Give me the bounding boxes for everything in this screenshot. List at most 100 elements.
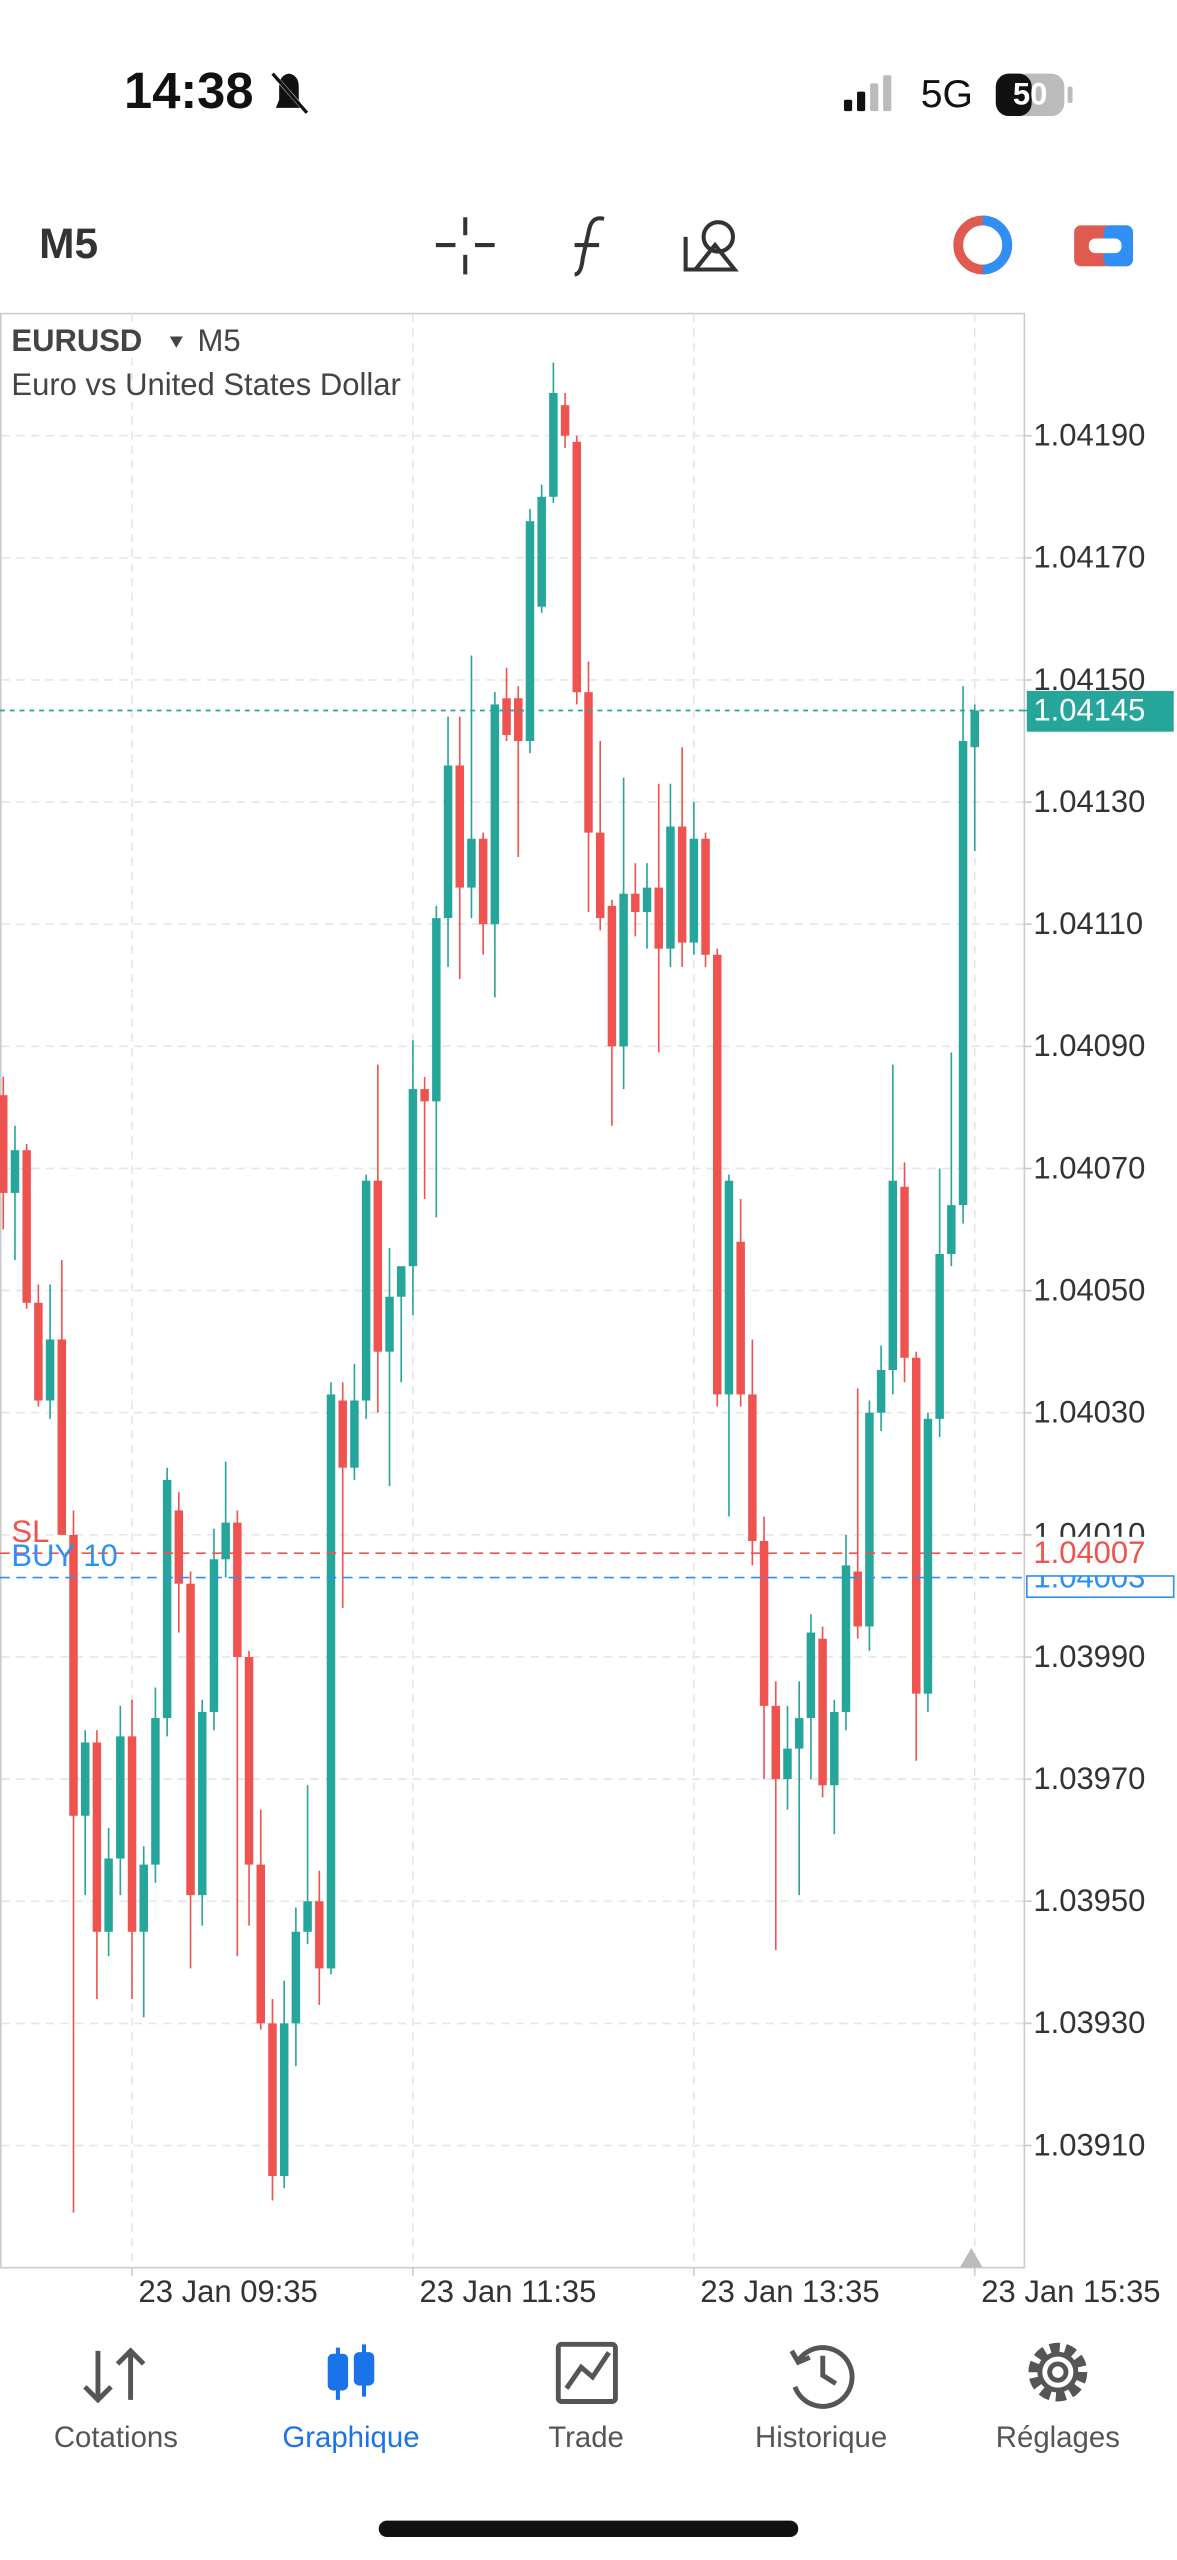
candle-body [221, 1522, 230, 1560]
y-tick-label: 1.03950 [1033, 1883, 1145, 1918]
candle-body [104, 1858, 113, 1932]
bottom-nav: Cotations Graphique Trade Historique Réglage… [54, 2421, 1120, 2454]
candle-body [525, 521, 535, 742]
timeframe-button[interactable]: M5 [39, 220, 98, 267]
candle-body [584, 692, 593, 833]
candle-body [69, 1534, 78, 1816]
nav-label[interactable]: Graphique [282, 2421, 419, 2454]
nav-label[interactable]: Trade [548, 2421, 624, 2454]
candle-body [865, 1412, 874, 1627]
candle-body [631, 893, 640, 913]
candle-body [502, 698, 511, 735]
candle-body [443, 765, 453, 919]
candle-body [853, 1571, 862, 1627]
nav-graphique-icon[interactable] [327, 2344, 375, 2400]
crosshair-button[interactable] [435, 217, 495, 275]
nav-reglages-icon[interactable] [1028, 2342, 1088, 2402]
order-label[interactable]: SL [11, 1514, 49, 1549]
candle-body [876, 1369, 886, 1413]
candle-body [771, 1705, 781, 1780]
price-label: 1.04145 [1033, 692, 1145, 727]
candle-body [947, 1205, 956, 1254]
candle-body [818, 1638, 827, 1786]
price-label: 1.04007 [1033, 1535, 1145, 1570]
candle-body [736, 1241, 745, 1395]
indicators-button[interactable] [574, 216, 605, 277]
candle-body [45, 1339, 55, 1401]
candle-body [759, 1540, 769, 1706]
candle-body [373, 1180, 383, 1352]
trade-mode-button[interactable] [953, 215, 1013, 275]
y-tick-label: 1.04050 [1033, 1272, 1145, 1307]
legend-timeframe: M5 [198, 323, 241, 358]
one-click-button[interactable] [1074, 225, 1133, 267]
candle-body [408, 1089, 418, 1267]
price-label: 1.04003 [1033, 1559, 1145, 1594]
nav-historique-icon[interactable] [789, 2345, 855, 2409]
candle-body [748, 1394, 757, 1541]
candle-body [935, 1253, 944, 1419]
candle-body [338, 1400, 347, 1468]
candle-body [514, 698, 523, 742]
y-tick-label: 1.04130 [1033, 784, 1145, 819]
y-tick-label: 1.04170 [1033, 540, 1145, 575]
candle-body [244, 1656, 254, 1865]
candle-body [385, 1296, 394, 1352]
candle-body [654, 887, 663, 949]
candle-body [80, 1742, 90, 1816]
candle-body [174, 1510, 184, 1584]
candle-body [279, 2023, 289, 2177]
candle-body [666, 826, 675, 949]
candle-body [607, 905, 617, 1047]
candle-body [0, 1095, 8, 1193]
candle-body [794, 1718, 804, 1749]
objects-button[interactable] [683, 220, 739, 272]
candle-body [537, 496, 546, 607]
candle-body [198, 1711, 207, 1896]
candle-body [22, 1150, 31, 1303]
candle-body [10, 1150, 20, 1193]
candle-body [209, 1559, 219, 1712]
candle-body [572, 441, 582, 693]
candle-body [186, 1583, 195, 1896]
candle-body [432, 918, 441, 1102]
nav-trade-icon[interactable] [555, 2341, 618, 2404]
candle-body [467, 838, 476, 888]
y-tick-label: 1.03910 [1033, 2127, 1145, 2162]
candle-body [888, 1180, 898, 1370]
y-tick-label: 1.04090 [1033, 1028, 1145, 1063]
candle-body [92, 1742, 102, 1932]
candle-body [806, 1632, 816, 1719]
nav-cotations-icon[interactable] [83, 2347, 146, 2404]
candle-body [455, 765, 464, 888]
candle-body [151, 1718, 160, 1865]
symbol-dropdown[interactable] [169, 336, 183, 348]
signal-icon [843, 75, 892, 112]
battery-icon [995, 73, 1073, 117]
candle-body [900, 1186, 909, 1358]
nav-label[interactable]: Cotations [54, 2421, 178, 2454]
battery-level: 50 [1013, 77, 1047, 112]
nav-label[interactable]: Historique [755, 2421, 887, 2454]
candle-body [315, 1901, 324, 1969]
candle-body [701, 838, 710, 955]
candle-body [911, 1357, 921, 1694]
y-tick-label: 1.03990 [1033, 1639, 1145, 1674]
candle-body [420, 1089, 429, 1102]
nav-label[interactable]: Réglages [996, 2421, 1120, 2454]
symbol-description: Euro vs United States Dollar [11, 367, 400, 402]
y-tick-label: 1.04070 [1033, 1150, 1145, 1185]
home-indicator [378, 2520, 799, 2537]
candle-body [970, 710, 979, 748]
candle-body [34, 1302, 43, 1401]
candle-body [291, 1931, 301, 2024]
current-bar-marker [959, 2248, 983, 2268]
candle-body [923, 1418, 933, 1694]
candle-body [127, 1736, 137, 1932]
candle-body [162, 1479, 172, 1719]
order-label[interactable]: BUY 10 [11, 1538, 117, 1573]
candle-body [841, 1565, 851, 1712]
network-type: 5G [921, 73, 973, 116]
